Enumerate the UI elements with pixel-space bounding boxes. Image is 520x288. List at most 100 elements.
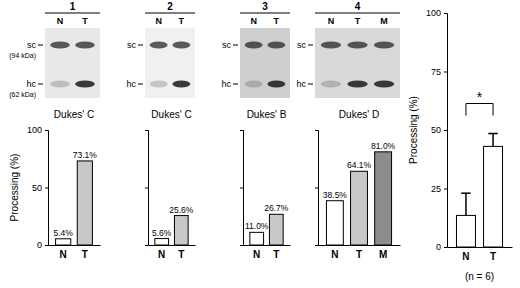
x-tick-label: T bbox=[178, 249, 184, 260]
bar bbox=[56, 239, 71, 245]
x-tick-label: N bbox=[253, 249, 260, 260]
data-label: 64.1% bbox=[347, 160, 372, 170]
panel-rule bbox=[145, 13, 195, 14]
bar bbox=[155, 239, 169, 245]
panel-number: 3 bbox=[262, 1, 268, 12]
y-axis: 0255075100 bbox=[426, 8, 448, 252]
blot-panel: 1NTsc(94 kDa)hc(62 kDa) bbox=[9, 1, 100, 99]
blot-image bbox=[145, 28, 195, 98]
x-tick: N bbox=[253, 245, 260, 260]
marker-label: hc bbox=[221, 79, 231, 89]
lane-label: T bbox=[179, 16, 185, 26]
blot-panel: 4NTMschc bbox=[296, 1, 400, 98]
x-tick: T bbox=[273, 245, 279, 260]
x-tick-label: N bbox=[462, 251, 469, 262]
x-axis-title: (n = 6) bbox=[465, 271, 494, 282]
data-label: 5.4% bbox=[53, 228, 73, 238]
x-tick-label: N bbox=[158, 249, 165, 260]
marker-label: sc bbox=[222, 40, 232, 50]
x-tick: N bbox=[462, 247, 469, 262]
y-tick: 50 bbox=[431, 125, 447, 135]
blot-band bbox=[75, 42, 95, 49]
significance-bracket bbox=[466, 104, 493, 116]
blot-band bbox=[267, 42, 285, 49]
y-axis bbox=[145, 131, 149, 246]
bar bbox=[269, 214, 283, 245]
data-label: 81.0% bbox=[371, 141, 396, 151]
blot-band bbox=[347, 81, 367, 88]
marker-size: (62 kDa) bbox=[9, 91, 36, 99]
y-tick-mark bbox=[444, 130, 447, 131]
annotation: * bbox=[477, 89, 483, 105]
y-tick-label: 50 bbox=[431, 125, 441, 135]
chart: NT5.6%25.6%Dukes' C bbox=[145, 109, 196, 260]
y-tick-mark bbox=[45, 188, 48, 189]
x-tick-label: T bbox=[82, 249, 88, 260]
error-cap bbox=[488, 133, 497, 135]
blot-band bbox=[347, 42, 367, 49]
blot-band bbox=[321, 42, 341, 49]
x-axis: NT bbox=[149, 245, 196, 260]
y-tick-mark bbox=[315, 188, 318, 189]
y-axis-line bbox=[315, 131, 319, 246]
y-tick: 0 bbox=[37, 240, 48, 250]
data-label: 26.7% bbox=[264, 203, 289, 213]
panel-rule bbox=[45, 13, 100, 14]
x-axis: NT bbox=[244, 245, 291, 260]
y-tick bbox=[315, 245, 318, 246]
y-tick-mark bbox=[315, 130, 318, 131]
marker-dash bbox=[138, 84, 143, 85]
y-tick-mark bbox=[145, 245, 148, 246]
y-axis-title: Processing (%) bbox=[9, 154, 20, 222]
marker-dash bbox=[308, 84, 313, 85]
y-tick bbox=[240, 245, 243, 246]
blot-band bbox=[75, 81, 95, 88]
plot-area bbox=[456, 134, 502, 247]
y-tick-mark bbox=[240, 188, 243, 189]
y-axis bbox=[315, 131, 319, 246]
y-tick-mark bbox=[315, 245, 318, 246]
data-label: 73.1% bbox=[73, 150, 98, 160]
x-tick-label: T bbox=[273, 249, 279, 260]
blot-image bbox=[315, 28, 400, 98]
chart: 050100NT5.4%73.1%Dukes' CProcessing (%) bbox=[9, 109, 101, 260]
blot-band bbox=[150, 42, 168, 49]
y-tick: 25 bbox=[431, 184, 447, 194]
x-axis-line bbox=[448, 247, 513, 248]
marker-dash bbox=[38, 45, 43, 46]
lane-label: T bbox=[82, 16, 88, 26]
marker-size: (94 kDa) bbox=[9, 52, 36, 60]
lane-label: N bbox=[155, 16, 162, 26]
blot-panel: 3N Tsc hc bbox=[221, 1, 290, 98]
lane-label: N bbox=[250, 16, 257, 26]
chart: NT11.0%26.7%Dukes' B bbox=[240, 109, 291, 260]
panel-rule bbox=[240, 13, 290, 14]
y-tick-mark bbox=[45, 130, 48, 131]
data-label: 38.5% bbox=[323, 190, 348, 200]
lane-label: N bbox=[57, 16, 64, 26]
x-axis-line bbox=[319, 245, 401, 246]
blot-band bbox=[50, 81, 70, 88]
y-tick: 50 bbox=[32, 183, 48, 193]
panel-number: 2 bbox=[167, 1, 173, 12]
lane-label: M bbox=[380, 16, 388, 26]
y-tick: 0 bbox=[436, 242, 447, 252]
y-tick-mark bbox=[444, 72, 447, 73]
y-tick-mark bbox=[444, 189, 447, 190]
error-stem bbox=[465, 193, 467, 215]
blot-band bbox=[245, 81, 263, 88]
y-tick-mark bbox=[444, 13, 447, 14]
lane-label: T bbox=[274, 16, 280, 26]
data-label: 11.0% bbox=[245, 221, 269, 231]
y-tick: 100 bbox=[27, 125, 48, 135]
blot-band bbox=[374, 42, 394, 49]
y-tick-mark bbox=[45, 245, 48, 246]
y-tick bbox=[240, 188, 243, 189]
y-tick bbox=[240, 130, 243, 131]
error-stem bbox=[492, 134, 494, 147]
marker-label: sc bbox=[127, 40, 137, 50]
marker-dash bbox=[38, 84, 43, 85]
blot-band bbox=[50, 42, 70, 49]
x-axis: NT bbox=[448, 247, 513, 262]
bar bbox=[456, 215, 475, 247]
